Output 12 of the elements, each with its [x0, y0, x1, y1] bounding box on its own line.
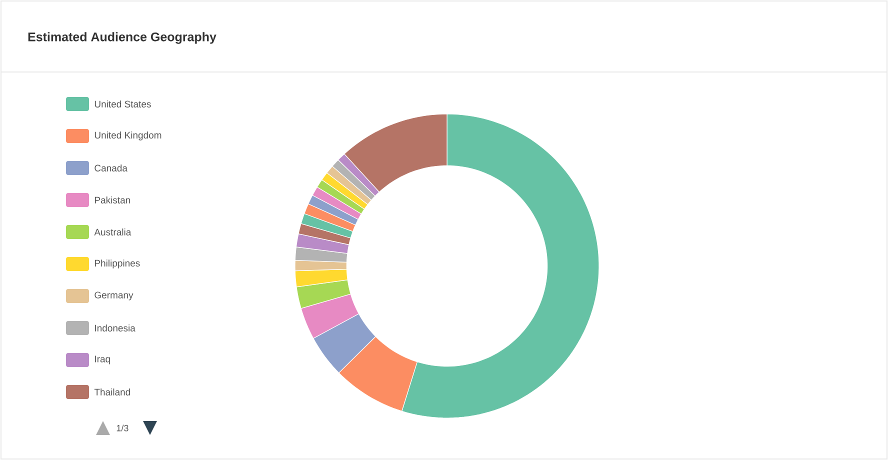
legend-label: Germany	[94, 292, 134, 300]
legend-label: Iraq	[95, 356, 110, 364]
legend-label: United Kingdom	[94, 132, 162, 140]
legend-label: Philippines	[94, 260, 140, 268]
legend-label: Canada	[94, 164, 128, 172]
legend-label: Thailand	[94, 388, 130, 396]
legend-label: Australia	[94, 228, 132, 236]
legend-label: Indonesia	[95, 324, 136, 332]
legend-label: Pakistan	[94, 196, 130, 204]
text: 1/3	[116, 424, 128, 432]
legend-label: United States	[94, 100, 151, 108]
chart-title: Estimated Audience Geography	[28, 32, 216, 44]
